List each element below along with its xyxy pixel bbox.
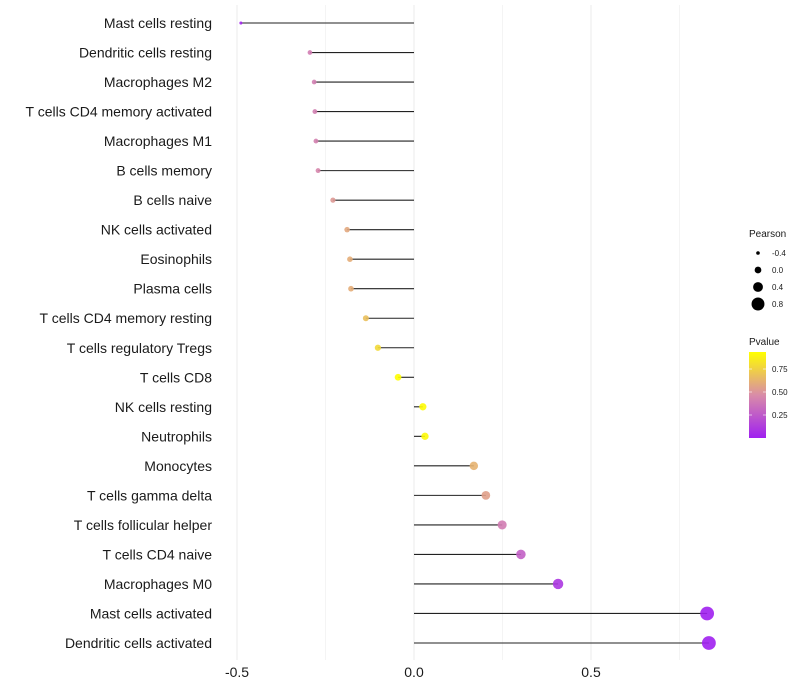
y-label: T cells gamma delta (87, 487, 212, 503)
point (344, 226, 350, 233)
y-label: Mast cells activated (90, 605, 212, 621)
y-label: Dendritic cells activated (65, 635, 212, 651)
points (239, 21, 716, 650)
point (362, 315, 369, 322)
point (469, 461, 479, 471)
point (421, 432, 429, 440)
y-label: Macrophages M1 (104, 133, 212, 149)
y-label: NK cells activated (101, 222, 212, 238)
size-legend-label: -0.4 (772, 249, 786, 258)
point (700, 606, 715, 621)
y-label: Plasma cells (133, 281, 212, 297)
y-label: Eosinophils (140, 251, 212, 267)
x-tick-label: 0.5 (581, 664, 601, 680)
legend: Pearson Pvalue -0.4 0.0 0.4 0.8 0.25 0.50 0.75 (749, 229, 788, 438)
point (307, 50, 313, 55)
y-label: Dendritic cells resting (79, 45, 212, 61)
color-legend-label: 0.75 (772, 365, 788, 374)
y-label: B cells memory (116, 163, 212, 179)
point (516, 549, 526, 560)
color-legend-label: 0.50 (772, 388, 788, 397)
y-label: T cells CD4 memory activated (26, 104, 212, 120)
x-axis-ticks: -0.5 0.0 0.5 (225, 664, 601, 680)
point (497, 520, 507, 530)
size-legend-label: 0.0 (772, 266, 784, 275)
y-label: Macrophages M2 (104, 74, 212, 90)
y-label: T cells CD4 memory resting (40, 310, 212, 326)
y-label: T cells regulatory Tregs (67, 340, 212, 356)
point (348, 285, 354, 292)
y-label: Neutrophils (141, 428, 212, 444)
size-legend-key (751, 297, 765, 311)
y-label: Macrophages M0 (104, 576, 212, 592)
color-bar (749, 352, 766, 438)
point (315, 168, 321, 174)
size-legend-label: 0.8 (772, 300, 784, 309)
color-legend-title: Pvalue (749, 337, 780, 348)
size-legend-key (756, 251, 760, 255)
y-axis-labels: Mast cells resting Dendritic cells restin… (26, 15, 213, 651)
point (419, 403, 427, 411)
y-label: T cells CD8 (140, 369, 212, 385)
point (374, 344, 382, 351)
point (552, 578, 564, 590)
point (313, 138, 319, 144)
point (701, 636, 716, 650)
size-legend-key (753, 282, 763, 292)
size-legend-label: 0.4 (772, 283, 784, 292)
point (239, 21, 243, 25)
point (312, 109, 318, 114)
y-label: T cells follicular helper (74, 517, 213, 533)
point (330, 197, 336, 203)
y-label: Mast cells resting (104, 15, 212, 31)
point (311, 79, 317, 85)
point (347, 256, 353, 262)
size-legend-key (754, 266, 762, 274)
color-legend-label: 0.25 (772, 411, 788, 420)
y-label: T cells CD4 naive (103, 546, 213, 562)
size-legend-title: Pearson (749, 229, 786, 240)
grid (236, 5, 680, 660)
y-label: B cells naive (133, 192, 212, 208)
y-label: Monocytes (144, 458, 212, 474)
stems (240, 22, 709, 644)
point (481, 491, 491, 500)
x-tick-label: -0.5 (225, 664, 249, 680)
y-label: NK cells resting (115, 399, 212, 415)
point (394, 373, 402, 381)
x-tick-label: 0.0 (404, 664, 424, 680)
